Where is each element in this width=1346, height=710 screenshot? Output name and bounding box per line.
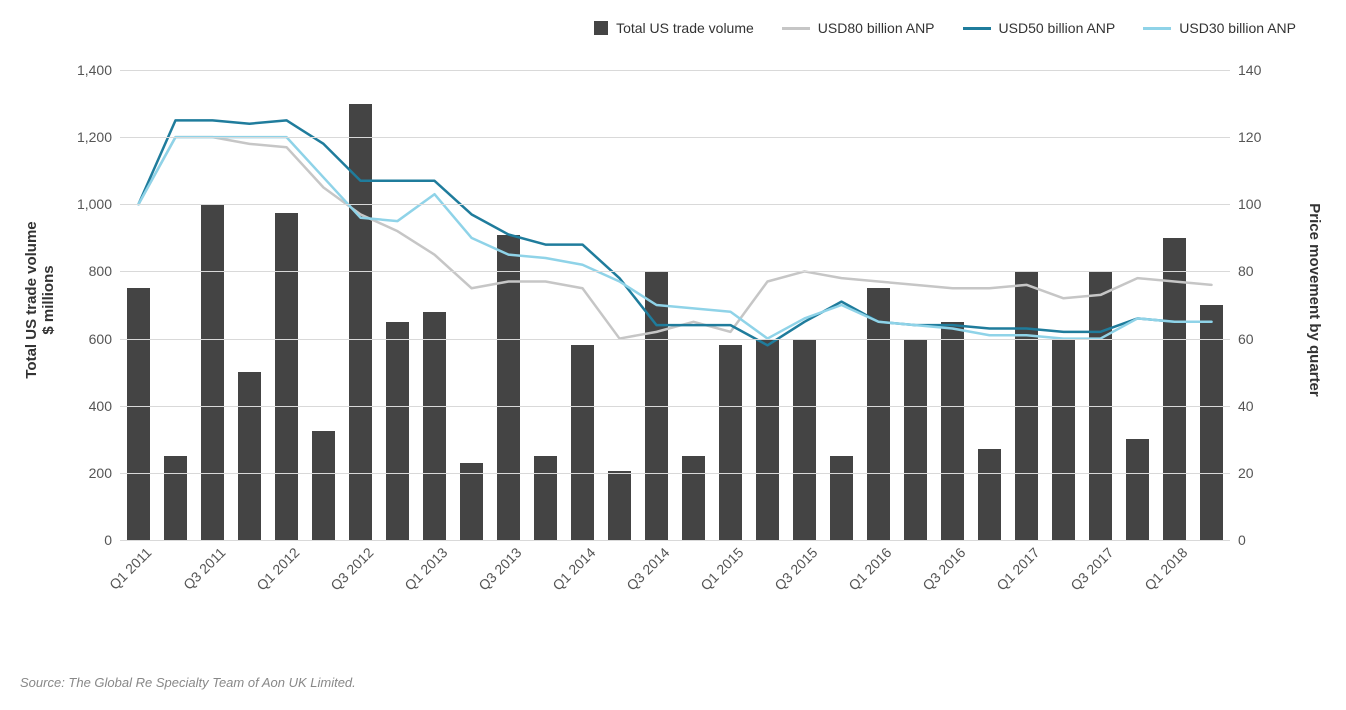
- x-tick-label: Q1 2017: [993, 544, 1042, 593]
- y-right-tick-label: 20: [1230, 465, 1254, 481]
- y-right-tick-label: 120: [1230, 129, 1261, 145]
- legend-item-anp30: USD30 billion ANP: [1143, 20, 1296, 36]
- x-tick-label: Q3 2011: [179, 544, 228, 593]
- y-right-tick-label: 0: [1230, 532, 1246, 548]
- legend: Total US trade volume USD80 billion ANP …: [594, 20, 1296, 36]
- y-right-tick-label: 40: [1230, 398, 1254, 414]
- x-tick-label: Q3 2015: [771, 544, 820, 593]
- grid-line: [120, 271, 1230, 272]
- legend-label: Total US trade volume: [616, 20, 754, 36]
- x-tick-label: Q3 2016: [919, 544, 968, 593]
- grid-line: [120, 473, 1230, 474]
- series-line-anp50: [139, 120, 1212, 345]
- y-right-tick-label: 140: [1230, 62, 1261, 78]
- y-right-tick-label: 100: [1230, 196, 1261, 212]
- y-left-tick-label: 0: [104, 532, 120, 548]
- grid-line: [120, 406, 1230, 407]
- legend-label: USD50 billion ANP: [999, 20, 1116, 36]
- legend-swatch-line: [782, 27, 810, 30]
- series-line-anp80: [139, 137, 1212, 338]
- x-tick-label: Q3 2014: [623, 544, 672, 593]
- x-tick-label: Q1 2012: [253, 544, 302, 593]
- plot-area: 00200204004060060800801,0001001,2001201,…: [120, 70, 1230, 540]
- series-line-anp30: [139, 137, 1212, 338]
- grid-line: [120, 204, 1230, 205]
- y-left-tick-label: 1,200: [77, 129, 120, 145]
- y-right-tick-label: 80: [1230, 263, 1254, 279]
- legend-label: USD80 billion ANP: [818, 20, 935, 36]
- grid-line: [120, 70, 1230, 71]
- legend-label: USD30 billion ANP: [1179, 20, 1296, 36]
- y-left-tick-label: 400: [89, 398, 120, 414]
- y-right-axis-title: Price movement by quarter: [1306, 107, 1323, 300]
- y-left-tick-label: 1,400: [77, 62, 120, 78]
- x-tick-label: Q3 2012: [327, 544, 376, 593]
- legend-swatch-line: [1143, 27, 1171, 30]
- x-tick-label: Q1 2015: [697, 544, 746, 593]
- grid-line: [120, 137, 1230, 138]
- legend-item-anp50: USD50 billion ANP: [963, 20, 1116, 36]
- x-tick-label: Q1 2011: [105, 544, 154, 593]
- grid-line: [120, 540, 1230, 541]
- y-left-tick-label: 1,000: [77, 196, 120, 212]
- x-tick-label: Q3 2017: [1067, 544, 1116, 593]
- legend-item-bars: Total US trade volume: [594, 20, 754, 36]
- y-left-tick-label: 200: [89, 465, 120, 481]
- x-tick-label: Q1 2018: [1141, 544, 1190, 593]
- legend-swatch-line: [963, 27, 991, 30]
- y-left-tick-label: 800: [89, 263, 120, 279]
- trade-volume-price-chart: Total US trade volume USD80 billion ANP …: [20, 20, 1326, 690]
- x-tick-label: Q1 2014: [549, 544, 598, 593]
- grid-line: [120, 339, 1230, 340]
- legend-item-anp80: USD80 billion ANP: [782, 20, 935, 36]
- x-tick-label: Q1 2016: [845, 544, 894, 593]
- y-right-tick-label: 60: [1230, 331, 1254, 347]
- source-note: Source: The Global Re Specialty Team of …: [20, 675, 356, 690]
- y-left-tick-label: 600: [89, 331, 120, 347]
- x-tick-label: Q1 2013: [401, 544, 450, 593]
- x-tick-label: Q3 2013: [475, 544, 524, 593]
- lines-layer: [120, 70, 1230, 540]
- legend-swatch-bar: [594, 21, 608, 35]
